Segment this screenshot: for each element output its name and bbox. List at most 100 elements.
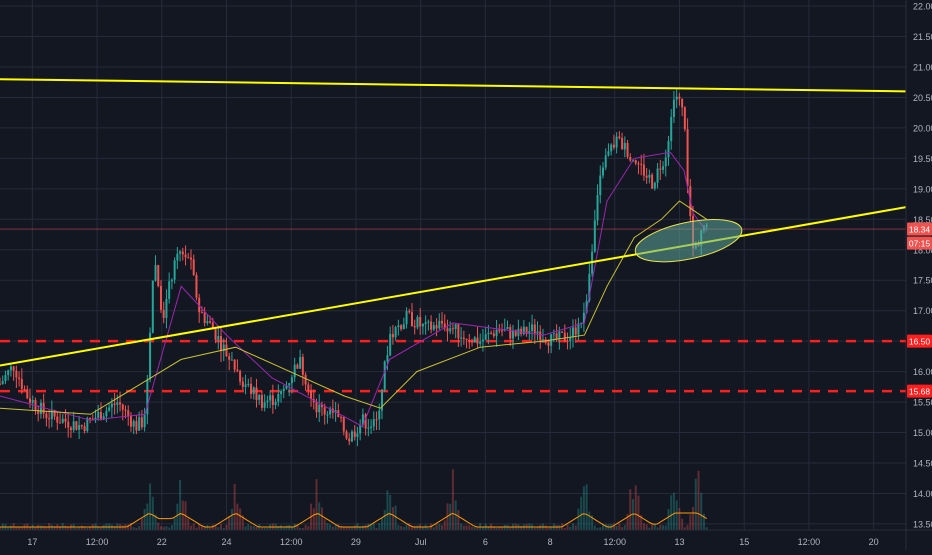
candle-body — [413, 326, 416, 328]
candle-body — [266, 400, 269, 403]
candle-body — [460, 337, 463, 339]
volume-bar — [312, 508, 315, 530]
candle-body — [427, 321, 430, 323]
volume-bar — [405, 524, 408, 530]
volume-bar — [443, 520, 446, 530]
volume-bar — [612, 523, 615, 530]
candle-body — [479, 341, 482, 344]
volume-bar — [653, 524, 656, 530]
volume-bar — [252, 525, 255, 530]
candle-body — [683, 107, 686, 130]
volume-bar — [135, 527, 138, 530]
candle-body — [656, 168, 659, 183]
volume-bar — [277, 526, 280, 530]
volume-bar — [427, 527, 430, 530]
candle-body — [457, 324, 460, 339]
candle-body — [250, 383, 253, 394]
volume-bar — [233, 483, 236, 530]
candle-body — [230, 359, 233, 361]
volume-bar — [566, 524, 569, 530]
candle-body — [348, 438, 351, 442]
y-tick-label: 19.50 — [913, 154, 932, 164]
candle-body — [179, 251, 182, 254]
y-tick-label: 14.50 — [913, 458, 932, 468]
volume-bar — [372, 523, 375, 530]
candle-body — [334, 410, 337, 413]
price-axis[interactable]: 13.50 14.00 14.50 15.00 15.50 16.00 16.50 17.00… — [905, 0, 932, 550]
candle-body — [367, 427, 370, 429]
candle-body — [236, 369, 239, 372]
candle-body — [340, 416, 343, 418]
volume-bar — [170, 525, 173, 530]
volume-bar — [487, 526, 490, 530]
volume-bar — [361, 525, 364, 530]
volume-bar — [168, 527, 171, 530]
candle-body — [361, 414, 364, 425]
volume-bar — [78, 527, 81, 530]
candle-body — [59, 422, 62, 424]
highlight-ellipse[interactable] — [632, 211, 746, 269]
volume-bar — [225, 524, 228, 530]
price-label-support_upper: 16.50 — [909, 336, 931, 346]
candle-body — [571, 327, 574, 338]
candle-body — [487, 332, 490, 335]
candle-body — [465, 338, 468, 340]
candle-body — [34, 400, 37, 410]
candle-body — [492, 333, 495, 337]
candle-body — [520, 328, 523, 335]
candle-body — [301, 356, 304, 375]
volume-bar — [89, 527, 92, 530]
candle-body — [495, 329, 498, 337]
candle-body — [359, 424, 362, 434]
candle-body — [378, 410, 381, 420]
candle-body — [678, 96, 681, 99]
trendlines[interactable] — [0, 78, 907, 367]
volume-bar — [129, 523, 132, 530]
candle-body — [280, 391, 283, 394]
candle-body — [525, 326, 528, 334]
candle-body — [209, 321, 212, 323]
candle-body — [484, 334, 487, 340]
candle-body — [271, 395, 274, 406]
candle-body — [320, 404, 323, 408]
candle-body — [533, 324, 536, 334]
volume-bar — [42, 525, 45, 530]
volume-bar — [329, 524, 332, 530]
volume-bar — [397, 525, 400, 530]
moving-averages — [0, 151, 708, 428]
volume-bar — [9, 525, 12, 530]
candle-body — [623, 142, 626, 150]
candle-body — [342, 417, 345, 432]
candle-body — [490, 332, 493, 334]
candle-body — [596, 195, 599, 221]
volume-bar — [280, 525, 283, 530]
volume-bar — [402, 526, 405, 530]
volume-bar — [146, 503, 149, 530]
volume-bar — [34, 527, 37, 530]
volume-bar — [585, 484, 588, 530]
volume-bar — [544, 525, 547, 530]
time-axis[interactable]: 17 12:00 22 24 12:00 29 Jul 6 8 12:00 13 15 12:00 20 — [0, 529, 932, 547]
candle-body — [214, 329, 217, 340]
volume-bar — [667, 509, 670, 530]
candle-body — [593, 220, 596, 252]
x-tick-label: 12:00 — [604, 537, 627, 547]
candle-body — [402, 324, 405, 330]
volume-bar — [222, 527, 225, 530]
volume-bar — [241, 515, 244, 530]
volume-bar — [143, 509, 146, 530]
candle-body — [1, 380, 4, 384]
volume-bar — [340, 525, 343, 530]
volume-bar — [683, 527, 686, 530]
volume-bar — [250, 525, 253, 530]
candle-body — [539, 331, 542, 341]
x-tick-label: 12:00 — [280, 537, 303, 547]
volume-bar — [383, 509, 386, 530]
candle-body — [121, 404, 124, 410]
volume-bar — [350, 527, 353, 530]
candle-body — [370, 426, 373, 428]
candle-body — [119, 402, 122, 405]
